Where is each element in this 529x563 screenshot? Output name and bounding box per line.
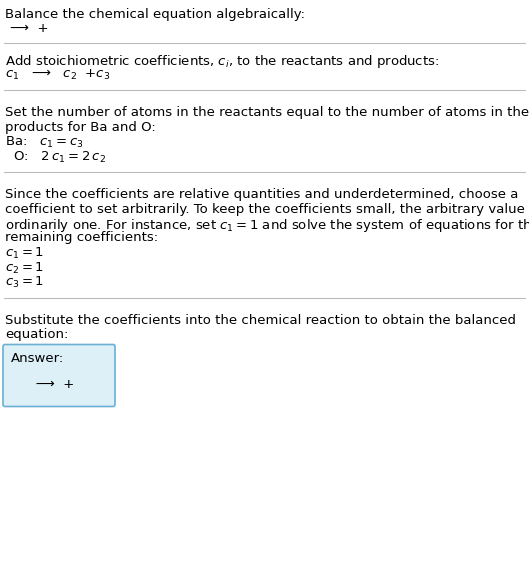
Text: Since the coefficients are relative quantities and underdetermined, choose a: Since the coefficients are relative quan… bbox=[5, 188, 518, 201]
Text: Set the number of atoms in the reactants equal to the number of atoms in the: Set the number of atoms in the reactants… bbox=[5, 106, 529, 119]
Text: Add stoichiometric coefficients, $c_i$, to the reactants and products:: Add stoichiometric coefficients, $c_i$, … bbox=[5, 53, 439, 70]
Text: equation:: equation: bbox=[5, 328, 68, 341]
Text: remaining coefficients:: remaining coefficients: bbox=[5, 231, 158, 244]
Text: Ba:   $c_1 = c_3$: Ba: $c_1 = c_3$ bbox=[5, 135, 84, 150]
Text: products for Ba and O:: products for Ba and O: bbox=[5, 120, 156, 133]
Text: $c_2 = 1$: $c_2 = 1$ bbox=[5, 261, 44, 276]
Text: Substitute the coefficients into the chemical reaction to obtain the balanced: Substitute the coefficients into the che… bbox=[5, 314, 516, 327]
Text: Answer:: Answer: bbox=[11, 352, 64, 365]
Text: ⟶  +: ⟶ + bbox=[10, 23, 49, 35]
Text: coefficient to set arbitrarily. To keep the coefficients small, the arbitrary va: coefficient to set arbitrarily. To keep … bbox=[5, 203, 529, 216]
Text: $c_3 = 1$: $c_3 = 1$ bbox=[5, 275, 44, 290]
Text: $c_1 = 1$: $c_1 = 1$ bbox=[5, 246, 44, 261]
Text: ordinarily one. For instance, set $c_1 = 1$ and solve the system of equations fo: ordinarily one. For instance, set $c_1 =… bbox=[5, 217, 529, 234]
FancyBboxPatch shape bbox=[3, 345, 115, 406]
Text: ⟶  +: ⟶ + bbox=[23, 378, 74, 391]
Text: Balance the chemical equation algebraically:: Balance the chemical equation algebraica… bbox=[5, 8, 305, 21]
Text: O:   $2\,c_1 = 2\,c_2$: O: $2\,c_1 = 2\,c_2$ bbox=[5, 150, 106, 164]
Text: $c_1$   ⟶   $c_2$  +$c_3$: $c_1$ ⟶ $c_2$ +$c_3$ bbox=[5, 68, 110, 82]
